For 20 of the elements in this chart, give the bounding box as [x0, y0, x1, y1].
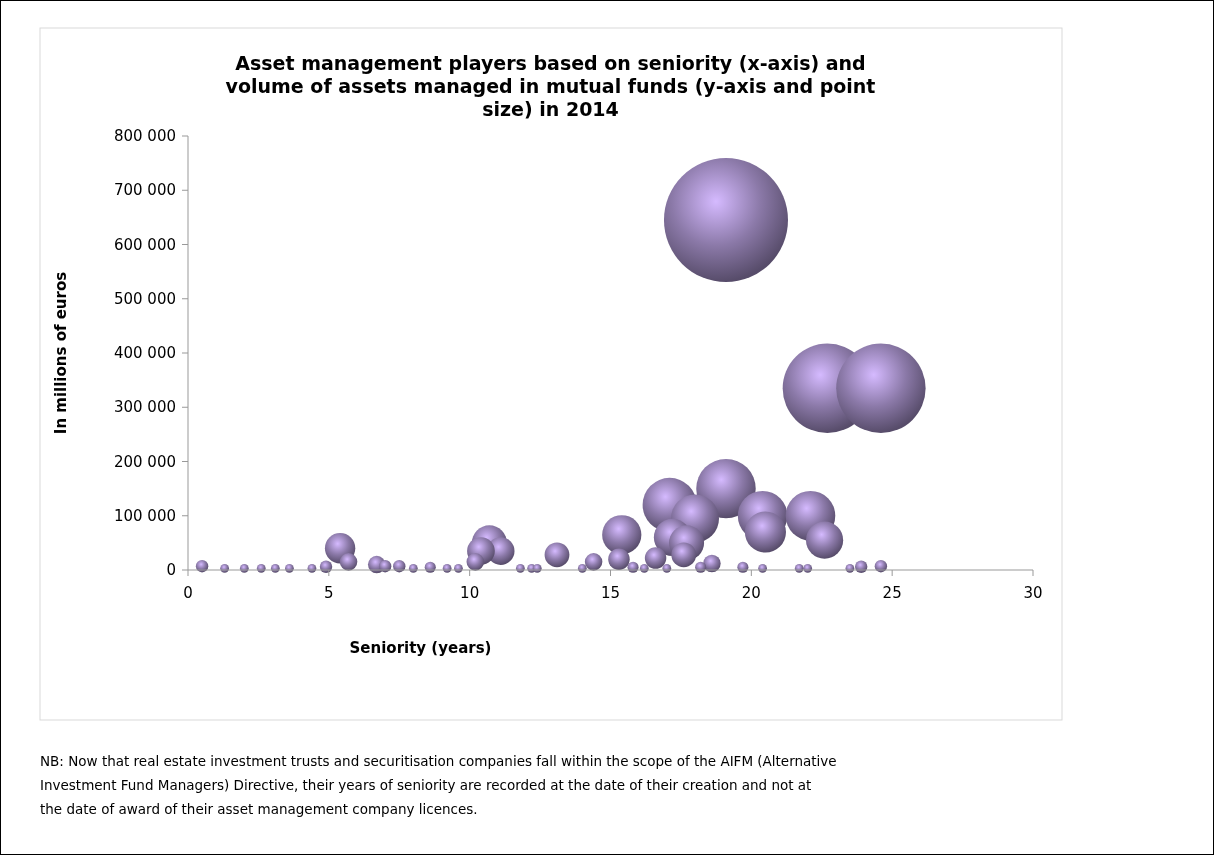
x-tick-label: 15 — [600, 584, 621, 602]
y-tick-label: 400 000 — [113, 344, 176, 362]
x-tick-label: 30 — [1023, 584, 1043, 602]
chart-title: Asset management players based on seniority (x-axis) and volume of assets managed in mutual funds (y-axis and point size) in 2014 — [225, 52, 876, 120]
y-tick-label: 800 000 — [113, 127, 176, 145]
x-tick-label: 10 — [460, 584, 480, 602]
y-tick-label: 500 000 — [113, 289, 176, 308]
x-tick-label: 0 — [183, 584, 193, 602]
y-tick-label: 300 000 — [113, 398, 176, 417]
y-tick-label: 100 000 — [113, 506, 176, 525]
y-tick-label: 600 000 — [113, 235, 176, 254]
y-tick-label: 200 000 — [113, 452, 176, 471]
x-tick-label: 5 — [324, 584, 334, 602]
x-tick-label: 25 — [882, 584, 902, 602]
y-tick-label: 700 000 — [113, 181, 176, 200]
x-axis-title: Seniority (years) — [349, 639, 492, 657]
text: NB: Now that real estate investment trusts and securitisation companies fall within the scope of the AIFM (Alternative Investment Fund Managers) Directive, their years of seniority are recorded at the date of their creation and not at the date of award of their asset management company licences. — [40, 753, 837, 817]
x-tick-label: 20 — [741, 584, 761, 602]
y-axis-title: In millions of euros — [52, 271, 70, 435]
y-tick-label: 0 — [166, 561, 176, 579]
